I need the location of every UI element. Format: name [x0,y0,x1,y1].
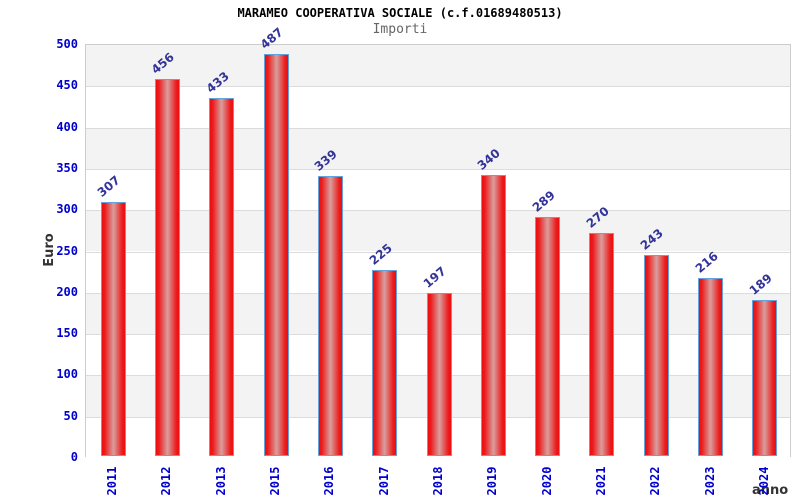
y-tick-label: 500 [56,37,78,51]
y-tick-label: 0 [70,450,78,464]
x-tick-label: 2019 [485,466,500,496]
x-tick-label: 2023 [702,466,717,496]
bar [589,232,615,456]
grid-band [86,251,790,293]
chart-title: MARAMEO COOPERATIVA SOCIALE (c.f.0168948… [237,6,563,20]
chart-subtitle: Importi [372,22,428,37]
bar [263,53,289,456]
bar [426,293,452,456]
bar [209,98,235,456]
gridline [86,86,790,88]
y-tick-label: 300 [56,202,78,217]
x-tick-label: 2020 [539,466,554,496]
x-tick-label: 2015 [268,466,283,496]
gridline [86,168,790,170]
y-tick-label: 200 [56,284,78,299]
grid-band [86,86,790,128]
grid-band [86,168,790,211]
y-tick-label: 400 [56,119,78,134]
x-tick-label: 2013 [213,466,228,496]
bar [698,277,724,456]
gridline [86,251,790,253]
y-tick-label: 50 [63,408,78,423]
x-axis-title: anno [752,483,789,498]
grid-band [86,45,790,87]
bar [317,176,343,456]
x-tick-label: 2012 [159,466,174,496]
bar [372,270,398,456]
x-tick-label: 2018 [431,466,445,496]
gridline [86,210,790,212]
plot-area: 307 456 433 487 339 225 197 340 289 270 243 216 189 [85,25,791,458]
bar [643,255,669,456]
x-tick-label: 2024 [756,466,771,496]
x-tick-label: 2011 [105,466,120,496]
bar [100,202,126,456]
x-tick-label: 2017 [376,466,391,496]
y-tick-label: 450 [56,78,78,93]
x-tick-label: 2021 [593,466,608,496]
bar [535,217,561,456]
grid-band [86,127,790,169]
bar [752,299,778,456]
y-tick-label: 150 [56,326,78,341]
y-tick-label: 350 [56,160,78,175]
y-tick-label: 250 [56,243,78,258]
y-tick-label: 100 [56,367,78,382]
bar [480,175,506,456]
x-tick-label: 2016 [322,466,337,496]
gridline [86,127,790,129]
bar [154,79,180,456]
x-tick-label: 2022 [648,466,663,496]
grid-band [86,210,790,252]
